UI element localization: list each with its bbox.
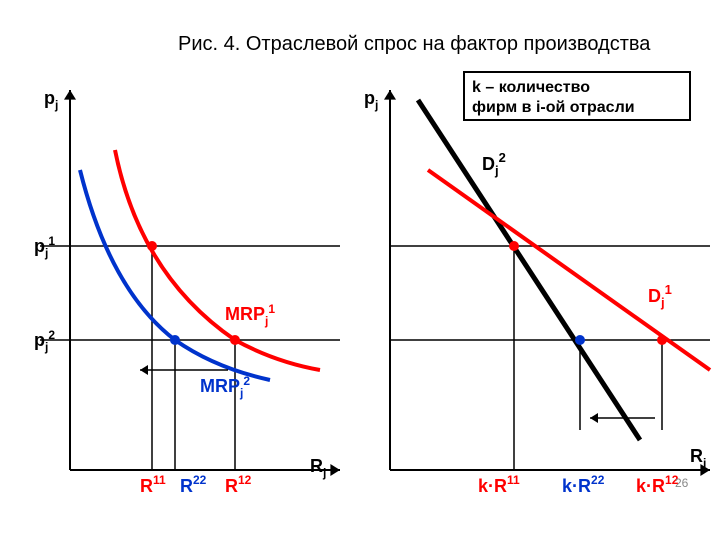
- d2-label: Dj2: [482, 150, 506, 178]
- legend-line1: k – количество: [472, 79, 590, 96]
- right-y-label: pj: [364, 88, 378, 112]
- left-x-label: Rj: [310, 456, 326, 480]
- diagram-canvas: Рис. 4. Отраслевой спрос на фактор произ…: [0, 0, 720, 540]
- left-xtick-1: R22: [180, 473, 207, 496]
- right-dot-0: [509, 241, 519, 251]
- right-xtick-2: k·R12: [636, 473, 679, 496]
- left-p1-label: pj1: [34, 234, 55, 260]
- d2-line: [418, 100, 640, 440]
- left-dot-0: [147, 241, 157, 251]
- mrp1-label: MRPj1: [225, 302, 275, 328]
- mrp1-curve: [115, 150, 320, 370]
- legend-line2: фирм в i-ой отрасли: [472, 99, 635, 116]
- left-xtick-2: R12: [225, 473, 252, 496]
- mrp2-label: MRPj2: [200, 374, 250, 400]
- figure-title: Рис. 4. Отраслевой спрос на фактор произ…: [178, 33, 651, 55]
- page-number: 26: [675, 476, 689, 490]
- left-dot-1: [170, 335, 180, 345]
- right-x-label: Rj: [690, 446, 706, 470]
- right-dot-1: [575, 335, 585, 345]
- left-xtick-0: R11: [140, 473, 166, 496]
- right-dot-2: [657, 335, 667, 345]
- right-xtick-1: k·R22: [562, 473, 605, 496]
- left-dot-2: [230, 335, 240, 345]
- left-y-label: pj: [44, 88, 58, 112]
- left-p2-label: pj2: [34, 328, 55, 354]
- d1-label: Dj1: [648, 282, 672, 310]
- right-xtick-0: k·R11: [478, 473, 520, 496]
